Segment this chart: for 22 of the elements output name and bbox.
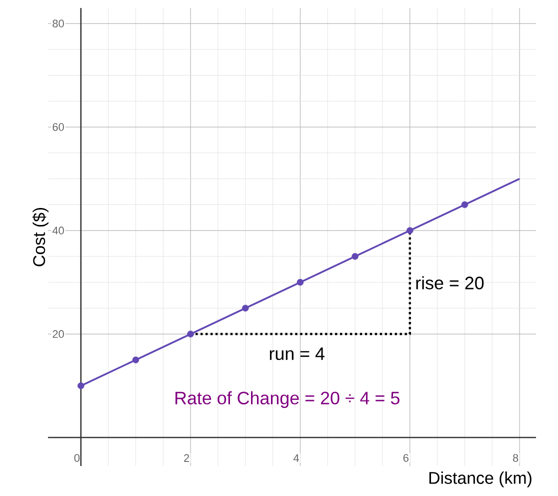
point [242, 304, 249, 312]
point [352, 253, 358, 260]
y-tick-label: 40 [52, 226, 64, 234]
x-tick-label: 4 [293, 454, 299, 462]
point [78, 382, 84, 390]
point [296, 278, 304, 286]
x-tick-label: 6 [403, 454, 408, 462]
x-tick-label: 2 [184, 454, 190, 462]
y-tick-label: 20 [52, 330, 64, 338]
y-tick-label: 80 [52, 20, 64, 28]
annotation: rise = 20 [416, 276, 484, 290]
y-axis-title: Cost ($) [32, 208, 48, 266]
x-tick-label: 0 [74, 454, 80, 462]
annotation: run = 4 [270, 348, 325, 360]
y-tick-label: 60 [52, 123, 64, 131]
x-tick-label: 8 [512, 454, 518, 462]
point [132, 356, 140, 364]
x-axis-title: Distance (km) [429, 472, 532, 488]
annotation: Rate of Change = 20 ÷ 4 = 5 [176, 391, 400, 408]
point [406, 227, 414, 234]
point [461, 201, 468, 208]
point [187, 330, 194, 338]
